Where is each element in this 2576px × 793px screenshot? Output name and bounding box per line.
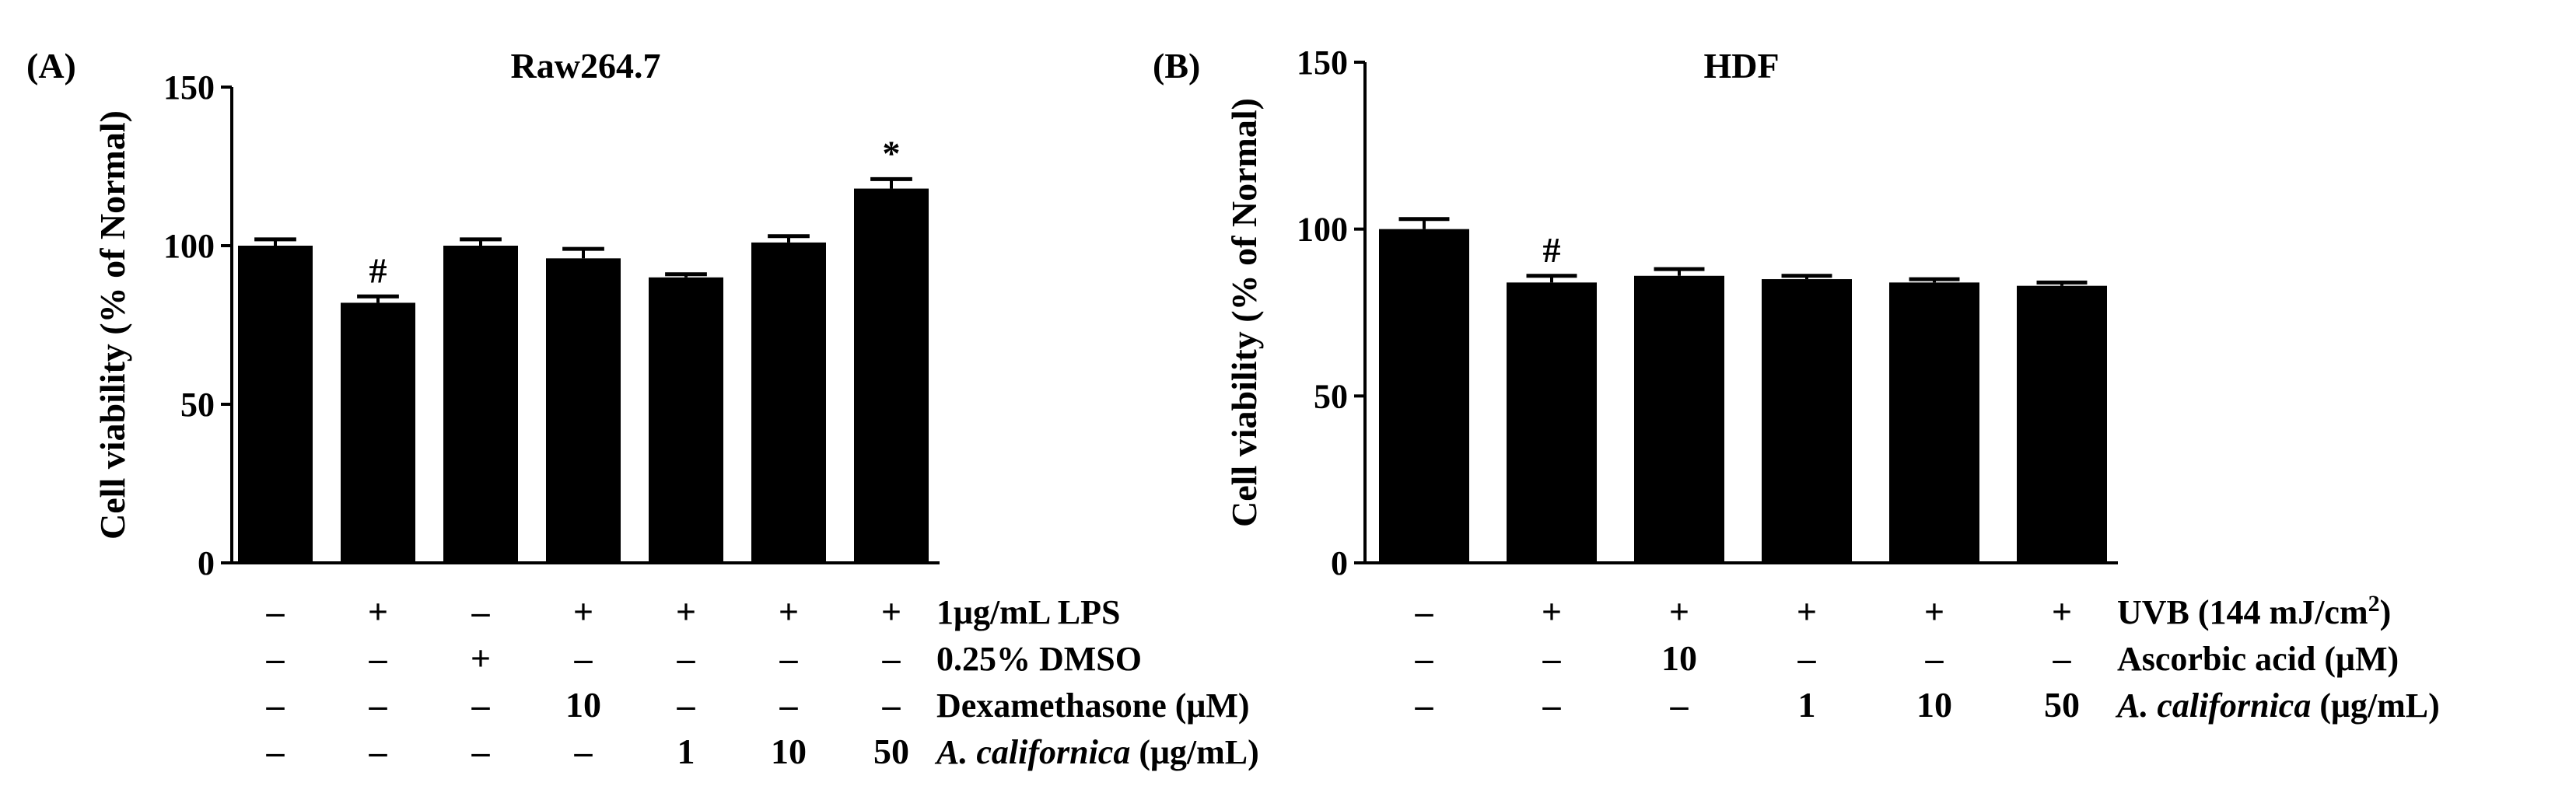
- condition-symbol: –: [2053, 638, 2072, 678]
- condition-symbol: –: [1542, 685, 1562, 725]
- condition-symbol: –: [266, 685, 285, 725]
- condition-label-part: 1μg/mL LPS: [936, 593, 1120, 631]
- condition-symbol: +: [1924, 592, 1944, 631]
- condition-symbol: 10: [1916, 685, 1952, 725]
- condition-label-part: 0.25% DMSO: [936, 640, 1142, 678]
- condition-symbol: 10: [771, 732, 807, 771]
- condition-label: UVB (144 mJ/cm2): [2117, 591, 2391, 632]
- condition-symbol: +: [368, 592, 388, 631]
- condition-label: Dexamethasone (μM): [936, 686, 1250, 725]
- bar: [341, 302, 415, 563]
- condition-symbol: +: [2052, 592, 2072, 631]
- condition-symbol: –: [574, 732, 593, 771]
- condition-symbol: –: [574, 638, 593, 678]
- panel-label: (A): [26, 46, 76, 86]
- chart-panel-b: (B) HDF Cell viability (% of Normal) 0 50 100…: [1153, 44, 2440, 725]
- bar: [1379, 229, 1469, 563]
- y-tick-label: 50: [180, 386, 215, 424]
- y-axis-label: Cell viability (% of Normal): [93, 110, 132, 540]
- y-tick-label: 0: [198, 544, 215, 582]
- panel-label: (B): [1153, 46, 1200, 86]
- condition-label-part: UVB (144 mJ/cm: [2117, 593, 2368, 631]
- bar: [238, 246, 313, 563]
- condition-symbol: –: [882, 638, 901, 678]
- bar: [1889, 282, 1979, 563]
- condition-symbol: –: [882, 685, 901, 725]
- condition-label-part: 2: [2368, 591, 2380, 617]
- condition-symbol: 1: [1798, 685, 1816, 725]
- condition-symbol: +: [1797, 592, 1817, 631]
- condition-symbol: –: [369, 638, 388, 678]
- condition-symbol: –: [266, 732, 285, 771]
- bar: [854, 188, 929, 563]
- condition-label-part: (μg/mL): [2311, 686, 2439, 725]
- chart-title: Raw264.7: [511, 46, 661, 86]
- significance-marker: *: [883, 133, 901, 173]
- y-tick-label: 50: [1314, 377, 1348, 415]
- y-tick-label: 150: [163, 68, 215, 107]
- condition-symbol: –: [1415, 685, 1434, 725]
- condition-symbol: +: [881, 592, 901, 631]
- condition-symbol: –: [1797, 638, 1817, 678]
- significance-marker: #: [369, 250, 387, 290]
- condition-label: Ascorbic acid (μM): [2117, 640, 2399, 678]
- chart-panel-a: (A) Raw264.7 Cell viability (% of Normal) 0…: [26, 46, 1259, 771]
- condition-symbol: –: [471, 685, 491, 725]
- condition-label-part: A. californica: [934, 733, 1130, 771]
- y-tick-label: 0: [1331, 544, 1348, 582]
- bar: [649, 277, 723, 563]
- condition-symbol: –: [471, 592, 491, 631]
- condition-symbol: +: [1542, 592, 1562, 631]
- condition-symbol: 1: [677, 732, 695, 771]
- condition-symbol: +: [1669, 592, 1689, 631]
- condition-symbol: +: [779, 592, 799, 631]
- condition-symbol: –: [1670, 685, 1689, 725]
- condition-label-part: Ascorbic acid (μM): [2117, 640, 2399, 678]
- condition-symbol: –: [779, 638, 799, 678]
- condition-symbol: 50: [873, 732, 909, 771]
- condition-symbol: 50: [2044, 685, 2080, 725]
- condition-symbol: 10: [565, 685, 601, 725]
- bar: [1634, 275, 1724, 563]
- condition-label-part: ): [2380, 593, 2392, 631]
- condition-symbol: –: [677, 638, 696, 678]
- condition-symbol: –: [1542, 638, 1562, 678]
- condition-label: A. californica (μg/mL): [2115, 686, 2440, 725]
- condition-symbol: 10: [1661, 638, 1697, 678]
- bar: [443, 246, 518, 563]
- condition-label: A. californica (μg/mL): [934, 733, 1259, 771]
- bar: [751, 242, 826, 563]
- y-tick-label: 100: [163, 227, 215, 265]
- condition-symbol: –: [471, 732, 491, 771]
- condition-symbol: –: [266, 592, 285, 631]
- condition-symbol: –: [266, 638, 285, 678]
- condition-symbol: –: [1415, 592, 1434, 631]
- y-tick-label: 150: [1297, 44, 1348, 82]
- y-tick-label: 100: [1297, 211, 1348, 249]
- y-axis-label: Cell viability (% of Normal): [1224, 98, 1264, 527]
- condition-symbol: –: [369, 685, 388, 725]
- bar: [546, 258, 621, 563]
- condition-symbol: –: [677, 685, 696, 725]
- condition-symbol: +: [676, 592, 696, 631]
- condition-label-part: Dexamethasone (μM): [936, 686, 1250, 725]
- condition-symbol: +: [573, 592, 593, 631]
- bar: [2017, 285, 2107, 563]
- condition-symbol: –: [1925, 638, 1944, 678]
- bar: [1762, 279, 1852, 563]
- condition-label: 1μg/mL LPS: [936, 593, 1120, 631]
- condition-symbol: –: [779, 685, 799, 725]
- condition-symbol: +: [471, 638, 491, 678]
- condition-label: 0.25% DMSO: [936, 640, 1142, 678]
- significance-marker: #: [1543, 230, 1561, 270]
- condition-label-part: A. californica: [2115, 686, 2311, 725]
- bar: [1507, 282, 1597, 563]
- condition-symbol: –: [1415, 638, 1434, 678]
- condition-symbol: –: [369, 732, 388, 771]
- condition-label-part: (μg/mL): [1130, 733, 1258, 771]
- chart-title: HDF: [1703, 46, 1779, 86]
